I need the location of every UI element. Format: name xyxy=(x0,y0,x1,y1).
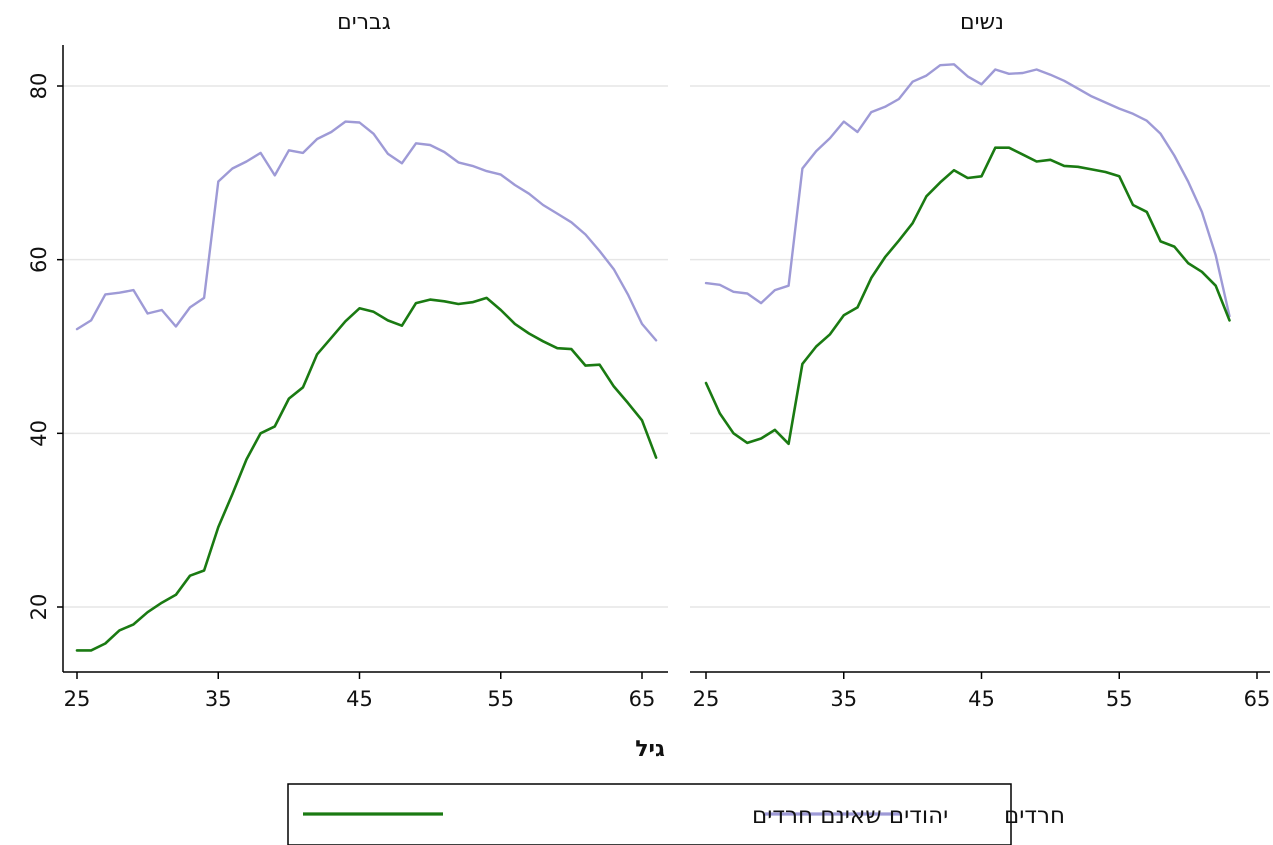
series-line-non-haredi xyxy=(75,120,658,342)
x-tick-label: 65 xyxy=(1244,687,1271,711)
panel-title-men: גברים xyxy=(337,10,391,35)
x-tick-label: 35 xyxy=(205,687,232,711)
x-tick-label: 45 xyxy=(968,687,995,711)
y-ticks: 20 40 60 80 xyxy=(27,73,63,621)
x-tick-label: 55 xyxy=(1106,687,1133,711)
grid-left xyxy=(63,85,668,608)
legend-label-non-haredi: יהודים שאינם חרדים xyxy=(752,803,948,829)
legend: יהודים שאינם חרדים חרדים xyxy=(287,783,1065,845)
x-ticks-right: 25 35 45 55 65 xyxy=(693,672,1271,711)
y-tick-label: 80 xyxy=(27,73,51,100)
y-tick-label: 20 xyxy=(27,594,51,621)
series-right xyxy=(704,63,1231,446)
x-tick-label: 65 xyxy=(629,687,656,711)
panel-title-women: נשים xyxy=(960,10,1004,35)
x-ticks-left: 25 35 45 55 65 xyxy=(64,672,656,711)
grid-right xyxy=(690,85,1270,608)
x-axis-title: גיל xyxy=(635,737,665,762)
x-tick-label: 25 xyxy=(64,687,91,711)
series-line-haredi xyxy=(75,296,658,652)
x-tick-label: 55 xyxy=(487,687,514,711)
y-tick-label: 40 xyxy=(27,420,51,447)
y-tick-label: 60 xyxy=(27,246,51,273)
x-tick-label: 35 xyxy=(830,687,857,711)
x-tick-label: 25 xyxy=(693,687,720,711)
x-tick-label: 45 xyxy=(346,687,373,711)
panel-right: נשים 25 35 45 55 65 xyxy=(690,10,1270,711)
legend-label-haredi: חרדים xyxy=(1004,803,1065,829)
series-line-non-haredi xyxy=(704,63,1231,318)
series-line-haredi xyxy=(704,146,1231,446)
panel-left: גברים 20 40 60 80 25 35 45 55 65 xyxy=(27,10,668,711)
series-left xyxy=(75,120,658,652)
